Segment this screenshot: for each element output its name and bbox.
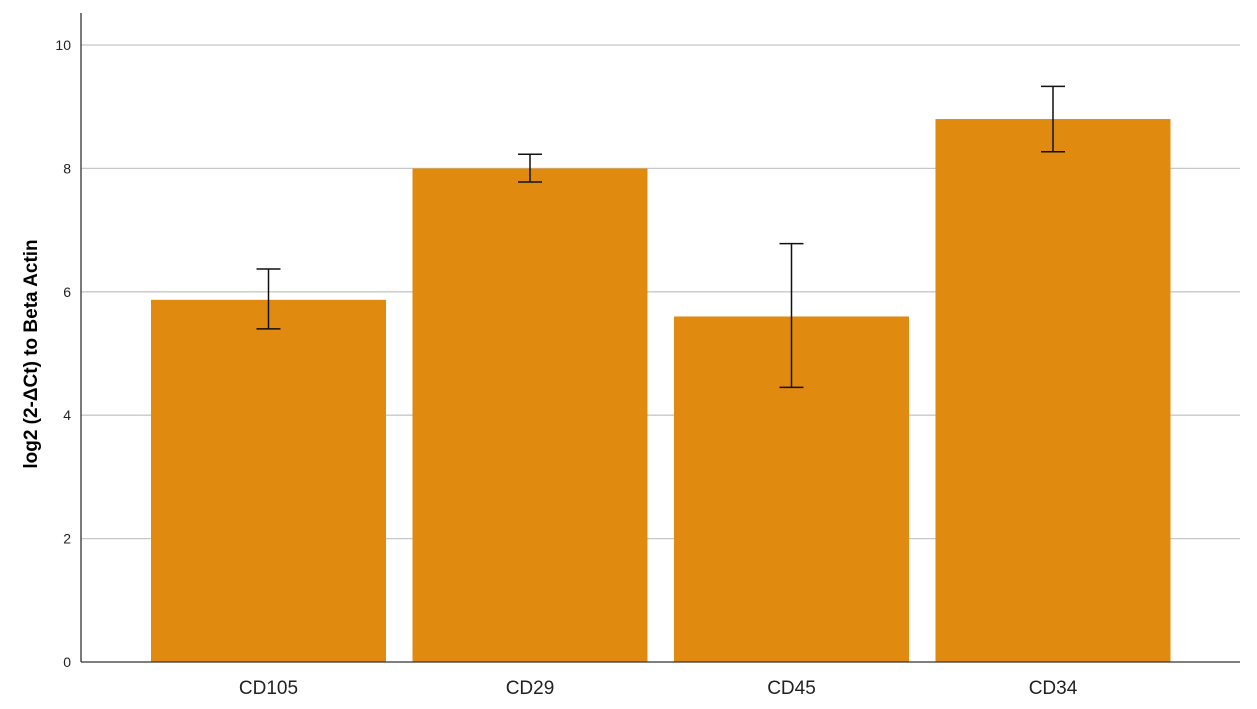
y-tick-label: 4 bbox=[63, 407, 71, 423]
axes bbox=[80, 13, 1240, 663]
error-bar-cd34 bbox=[1041, 85, 1065, 153]
bars bbox=[151, 119, 1171, 663]
y-axis-title: log2 (2-ΔCt) to Beta Actin bbox=[21, 239, 42, 468]
y-tick-label: 6 bbox=[63, 284, 71, 300]
error-bar-cd105 bbox=[256, 268, 281, 330]
bar-cd105 bbox=[151, 299, 386, 662]
y-tick-label: 2 bbox=[63, 531, 71, 547]
error-bar-cd29 bbox=[518, 153, 542, 183]
error-bar-cd45 bbox=[779, 242, 804, 389]
y-tick-label: 10 bbox=[55, 37, 71, 53]
labels: 0 2 4 6 8 10 CD105 CD29 CD45 CD34 log2 (2-ΔCt) to … bbox=[21, 37, 1078, 699]
error-bars bbox=[256, 85, 1065, 389]
x-tick-label-cd34: CD34 bbox=[1029, 678, 1078, 699]
y-tick-label: 0 bbox=[63, 654, 71, 670]
y-tick-label: 8 bbox=[63, 160, 71, 176]
x-tick-label-cd105: CD105 bbox=[239, 678, 298, 699]
x-tick-label-cd45: CD45 bbox=[767, 678, 816, 699]
x-tick-label-cd29: CD29 bbox=[506, 678, 555, 699]
bar-cd34 bbox=[935, 119, 1171, 663]
bar-cd29 bbox=[412, 168, 648, 662]
